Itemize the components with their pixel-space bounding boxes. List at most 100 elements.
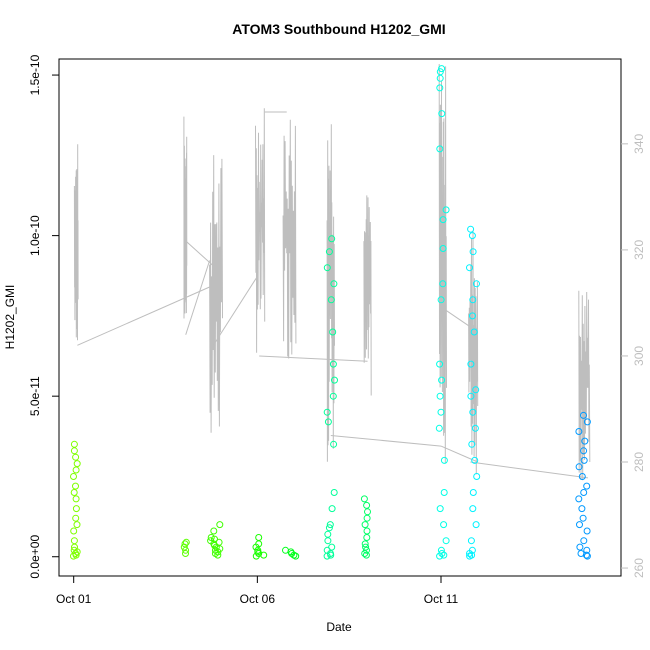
- data-point: [437, 296, 445, 304]
- data-point: [437, 408, 445, 416]
- data-point: [438, 65, 446, 73]
- data-point: [442, 537, 450, 545]
- x-axis-label: Date: [326, 620, 352, 634]
- data-point: [577, 550, 585, 557]
- altitude-segment: [73, 144, 79, 341]
- data-point: [361, 521, 369, 529]
- y-tick-label: 1.5e-10: [28, 54, 42, 95]
- data-point: [440, 456, 448, 464]
- data-point: [436, 68, 444, 76]
- data-point: [73, 460, 81, 468]
- altitude-segment: [578, 290, 591, 481]
- data-point: [576, 543, 584, 551]
- data-point: [362, 543, 370, 551]
- data-point: [73, 521, 81, 529]
- data-point: [471, 424, 479, 432]
- data-point: [210, 527, 218, 535]
- data-point: [439, 280, 447, 288]
- data-point: [440, 521, 448, 529]
- data-point: [70, 473, 77, 480]
- data-point: [473, 280, 480, 288]
- data-point: [469, 505, 477, 513]
- data-point: [325, 248, 333, 256]
- data-point: [437, 546, 445, 554]
- data-point: [469, 248, 477, 256]
- y2-tick-label: 280: [632, 452, 646, 472]
- data-point: [328, 543, 336, 551]
- data-point: [72, 514, 80, 522]
- data-point: [72, 453, 80, 461]
- data-point: [583, 546, 591, 554]
- data-point: [467, 537, 475, 545]
- data-point: [578, 505, 586, 513]
- data-point: [72, 482, 79, 490]
- x-tick-label: Oct 06: [240, 592, 276, 606]
- data-point: [328, 505, 336, 513]
- y2-tick-label: 340: [632, 134, 646, 154]
- data-point: [435, 424, 443, 432]
- data-point: [330, 280, 338, 288]
- data-point: [323, 546, 331, 554]
- data-point: [360, 495, 368, 503]
- data-point: [439, 245, 447, 252]
- data-point: [72, 550, 80, 557]
- data-point: [282, 546, 289, 554]
- y2-tick-label: 260: [632, 558, 646, 578]
- data-point: [364, 508, 371, 516]
- data-point: [207, 537, 215, 545]
- data-point: [324, 537, 332, 545]
- data-point: [182, 538, 190, 546]
- data-point: [363, 514, 371, 522]
- altitude-transit: [442, 307, 475, 330]
- data-point: [329, 360, 337, 368]
- data-point: [580, 537, 588, 545]
- data-point: [330, 489, 338, 496]
- data-point: [181, 540, 189, 548]
- data-point: [363, 501, 371, 509]
- altitude-segment: [363, 195, 372, 396]
- data-point: [70, 546, 78, 554]
- data-point: [72, 505, 80, 513]
- chart-title: ATOM3 Southbound H1202_GMI: [232, 21, 445, 37]
- altitude-segment: [438, 63, 447, 463]
- data-point: [440, 489, 448, 496]
- data-point: [70, 447, 78, 455]
- data-point: [467, 360, 475, 368]
- altitude-transit: [470, 461, 589, 479]
- scatter-points-layer: [70, 65, 591, 560]
- x-tick-label: Oct 11: [424, 592, 459, 606]
- altitude-segment: [183, 116, 188, 319]
- data-point: [323, 408, 331, 416]
- data-point: [469, 312, 476, 320]
- data-point: [578, 473, 586, 480]
- data-point: [260, 551, 268, 559]
- data-point: [72, 466, 80, 474]
- data-point: [255, 534, 263, 541]
- data-point: [472, 521, 480, 529]
- data-point: [326, 521, 334, 529]
- data-point: [363, 546, 370, 554]
- x-tick-label: Oct 01: [56, 592, 92, 606]
- data-point: [436, 145, 444, 153]
- altitude-transit: [212, 276, 258, 346]
- data-point: [583, 482, 591, 490]
- y2-axis: 260 280 300 320 340: [621, 134, 646, 578]
- data-point: [439, 216, 447, 224]
- data-point: [472, 386, 480, 394]
- data-point: [215, 538, 223, 546]
- data-point: [467, 392, 475, 400]
- y-axis-label: H1202_GMI: [3, 285, 17, 350]
- data-point: [583, 527, 591, 535]
- data-point: [471, 456, 479, 464]
- data-point: [70, 440, 78, 448]
- altitude-transit: [330, 434, 442, 447]
- data-point: [436, 74, 444, 82]
- data-point: [473, 473, 481, 480]
- data-point: [470, 328, 478, 336]
- altitude-line-layer: [73, 63, 591, 481]
- altitude-segment: [255, 108, 266, 353]
- data-point: [438, 550, 446, 557]
- data-point: [327, 296, 335, 304]
- data-point: [583, 418, 591, 426]
